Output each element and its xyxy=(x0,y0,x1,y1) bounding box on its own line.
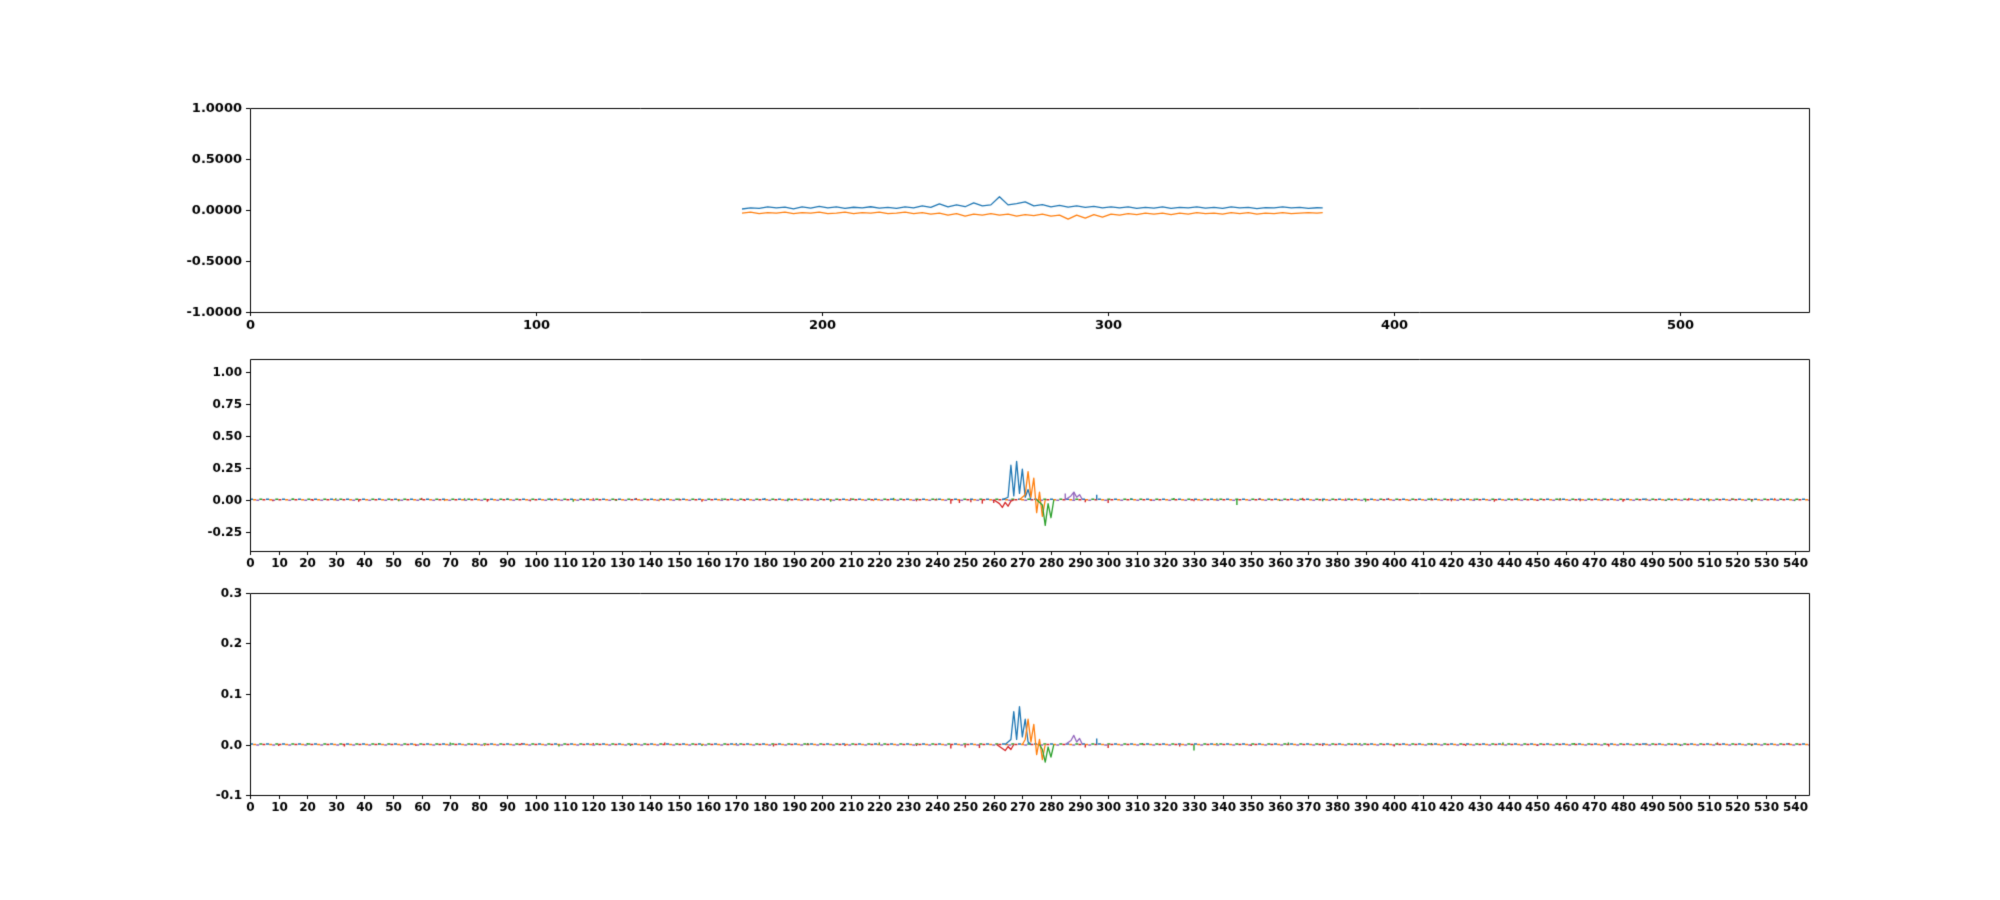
top-line-chart xyxy=(0,0,2000,345)
bottom-residual-chart xyxy=(0,580,2000,825)
middle-residual-chart xyxy=(0,345,2000,580)
